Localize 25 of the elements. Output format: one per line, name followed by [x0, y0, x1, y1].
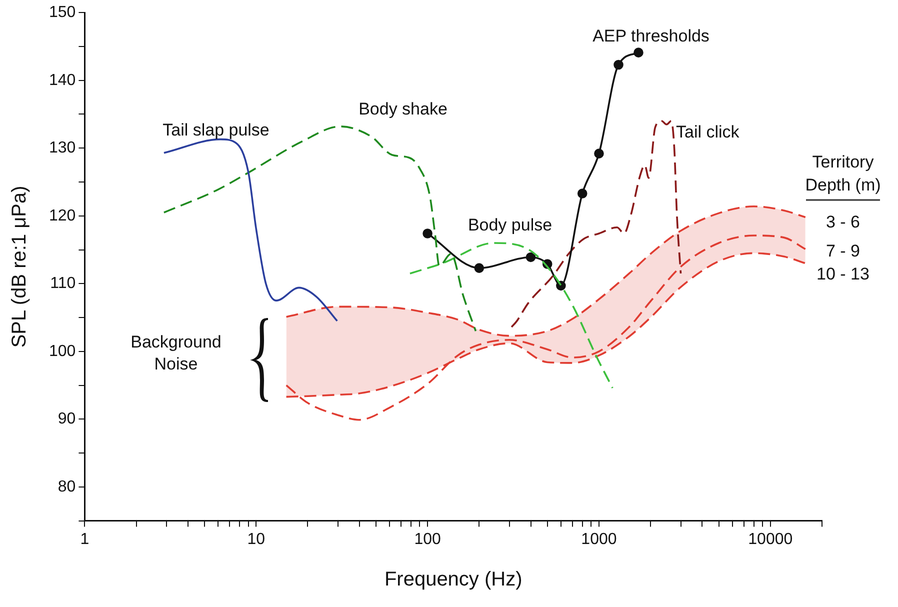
series-label: Tail slap pulse	[162, 120, 270, 140]
y-axis-title: SPL (dB re:1 μPa)	[8, 186, 31, 348]
x-axis-title: Frequency (Hz)	[384, 568, 522, 591]
y-tick-label: 80	[58, 478, 76, 496]
y-tick-label: 130	[48, 140, 76, 157]
y-tick-label: 150	[48, 4, 76, 22]
y-tick-label: 110	[50, 275, 76, 292]
series-label: AEP thresholds	[592, 26, 710, 46]
annotation: Background Noise	[130, 332, 222, 374]
x-tick-label: 10000	[748, 530, 793, 548]
series-label: 10 - 13	[816, 264, 870, 284]
series-label: 7 - 9	[826, 242, 860, 261]
x-tick-label: 1000	[581, 530, 617, 548]
y-tick-label: 120	[48, 207, 76, 224]
series-label: Body shake	[358, 100, 448, 119]
x-tick-label: 100	[414, 530, 441, 548]
x-tick-label: 1	[80, 530, 90, 548]
series-label: Tail click	[676, 122, 740, 142]
legend-title: Territory Depth (m)	[805, 152, 881, 195]
series-label: Body pulse	[468, 216, 552, 235]
y-tick-label: 100	[48, 342, 76, 360]
x-tick-label: 10	[247, 530, 266, 548]
y-tick-label: 140	[48, 72, 76, 89]
y-tick-label: 90	[58, 410, 76, 428]
series-label: 3 - 6	[826, 212, 860, 232]
